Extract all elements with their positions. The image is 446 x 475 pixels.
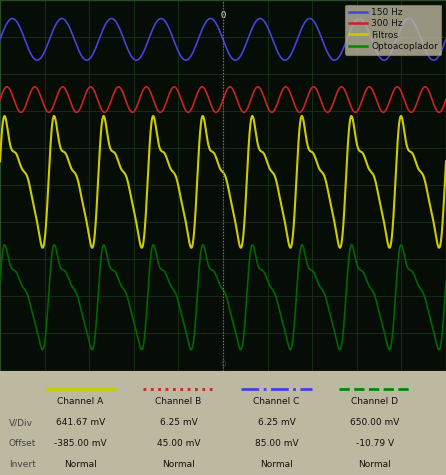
Text: -385.00 mV: -385.00 mV bbox=[54, 439, 107, 448]
Text: Normal: Normal bbox=[260, 460, 293, 469]
Text: 6.25 mV: 6.25 mV bbox=[258, 418, 295, 427]
Text: Channel A: Channel A bbox=[57, 398, 103, 406]
Text: 85.00 mV: 85.00 mV bbox=[255, 439, 298, 448]
Text: 6.25 mV: 6.25 mV bbox=[160, 418, 197, 427]
Text: Invert: Invert bbox=[9, 460, 36, 469]
Text: 650.00 mV: 650.00 mV bbox=[350, 418, 399, 427]
Text: Normal: Normal bbox=[358, 460, 391, 469]
Text: 45.00 mV: 45.00 mV bbox=[157, 439, 200, 448]
Text: Channel D: Channel D bbox=[351, 398, 398, 406]
Text: Offset: Offset bbox=[9, 439, 36, 448]
Text: -10.79 V: -10.79 V bbox=[355, 439, 394, 448]
Text: Channel B: Channel B bbox=[155, 398, 202, 406]
Text: 0: 0 bbox=[220, 361, 226, 370]
Text: Normal: Normal bbox=[162, 460, 195, 469]
Text: 641.67 mV: 641.67 mV bbox=[56, 418, 105, 427]
Text: Channel C: Channel C bbox=[253, 398, 300, 406]
Text: V/Div: V/Div bbox=[9, 418, 33, 427]
Legend: 150 Hz, 300 Hz, Filtros, Optoacoplador: 150 Hz, 300 Hz, Filtros, Optoacoplador bbox=[345, 5, 442, 55]
Text: 0: 0 bbox=[220, 11, 226, 20]
Text: Normal: Normal bbox=[64, 460, 97, 469]
